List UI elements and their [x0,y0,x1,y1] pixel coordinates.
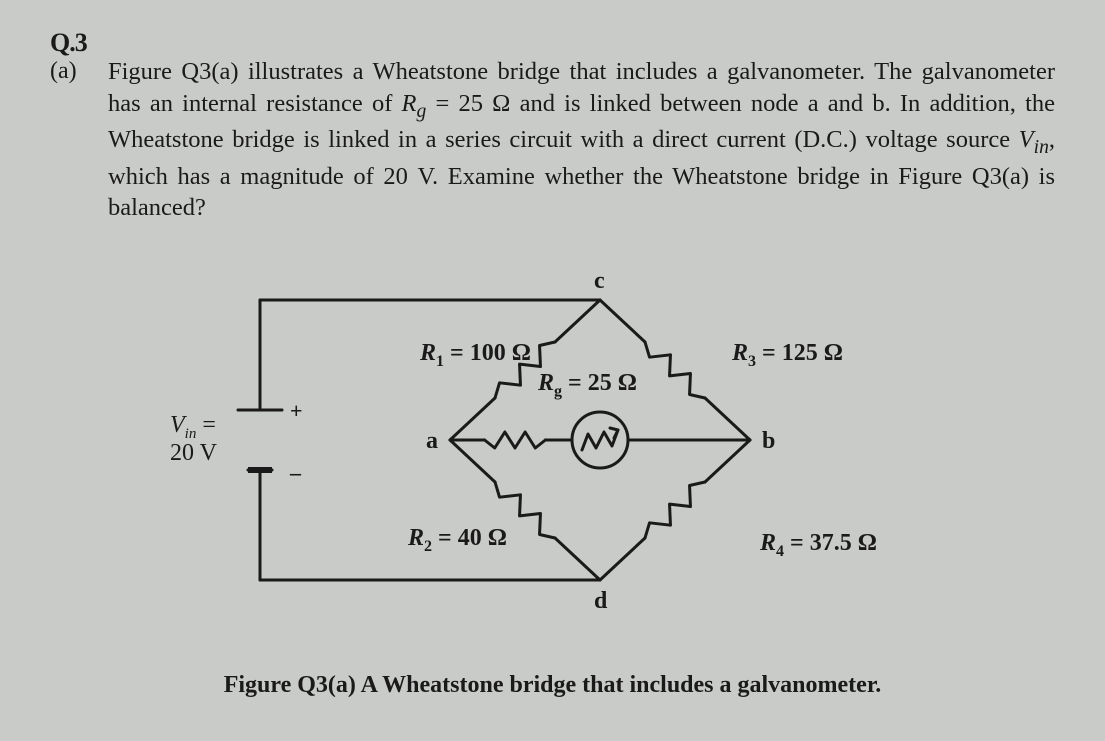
svg-text:R3 = 125 Ω: R3 = 125 Ω [731,340,843,370]
svg-text:Rg = 25 Ω: Rg = 25 Ω [537,370,637,400]
svg-text:20 V: 20 V [170,440,218,466]
svg-text:R4 = 37.5 Ω: R4 = 37.5 Ω [759,530,877,560]
svg-text:a: a [426,428,438,454]
svg-text:Vin =: Vin = [170,412,216,442]
svg-text:R2 = 40 Ω: R2 = 40 Ω [407,525,507,555]
part-label: (a) [50,58,77,85]
circuit-diagram: + – Vin =20 V c a b d R1 = 100 Ω R3 = 125 Ω R2 = … [0,260,1105,670]
svg-text:–: – [289,460,302,485]
svg-text:b: b [762,428,775,454]
svg-text:c: c [594,268,605,294]
svg-text:d: d [594,588,608,614]
figure-caption: Figure Q3(a) A Wheatstone bridge that in… [0,672,1105,699]
svg-text:R1 = 100 Ω: R1 = 100 Ω [419,340,531,370]
question-text: Figure Q3(a) illustrates a Wheatstone br… [108,56,1055,224]
question-number: Q.3 [50,28,87,58]
svg-text:+: + [290,398,303,423]
